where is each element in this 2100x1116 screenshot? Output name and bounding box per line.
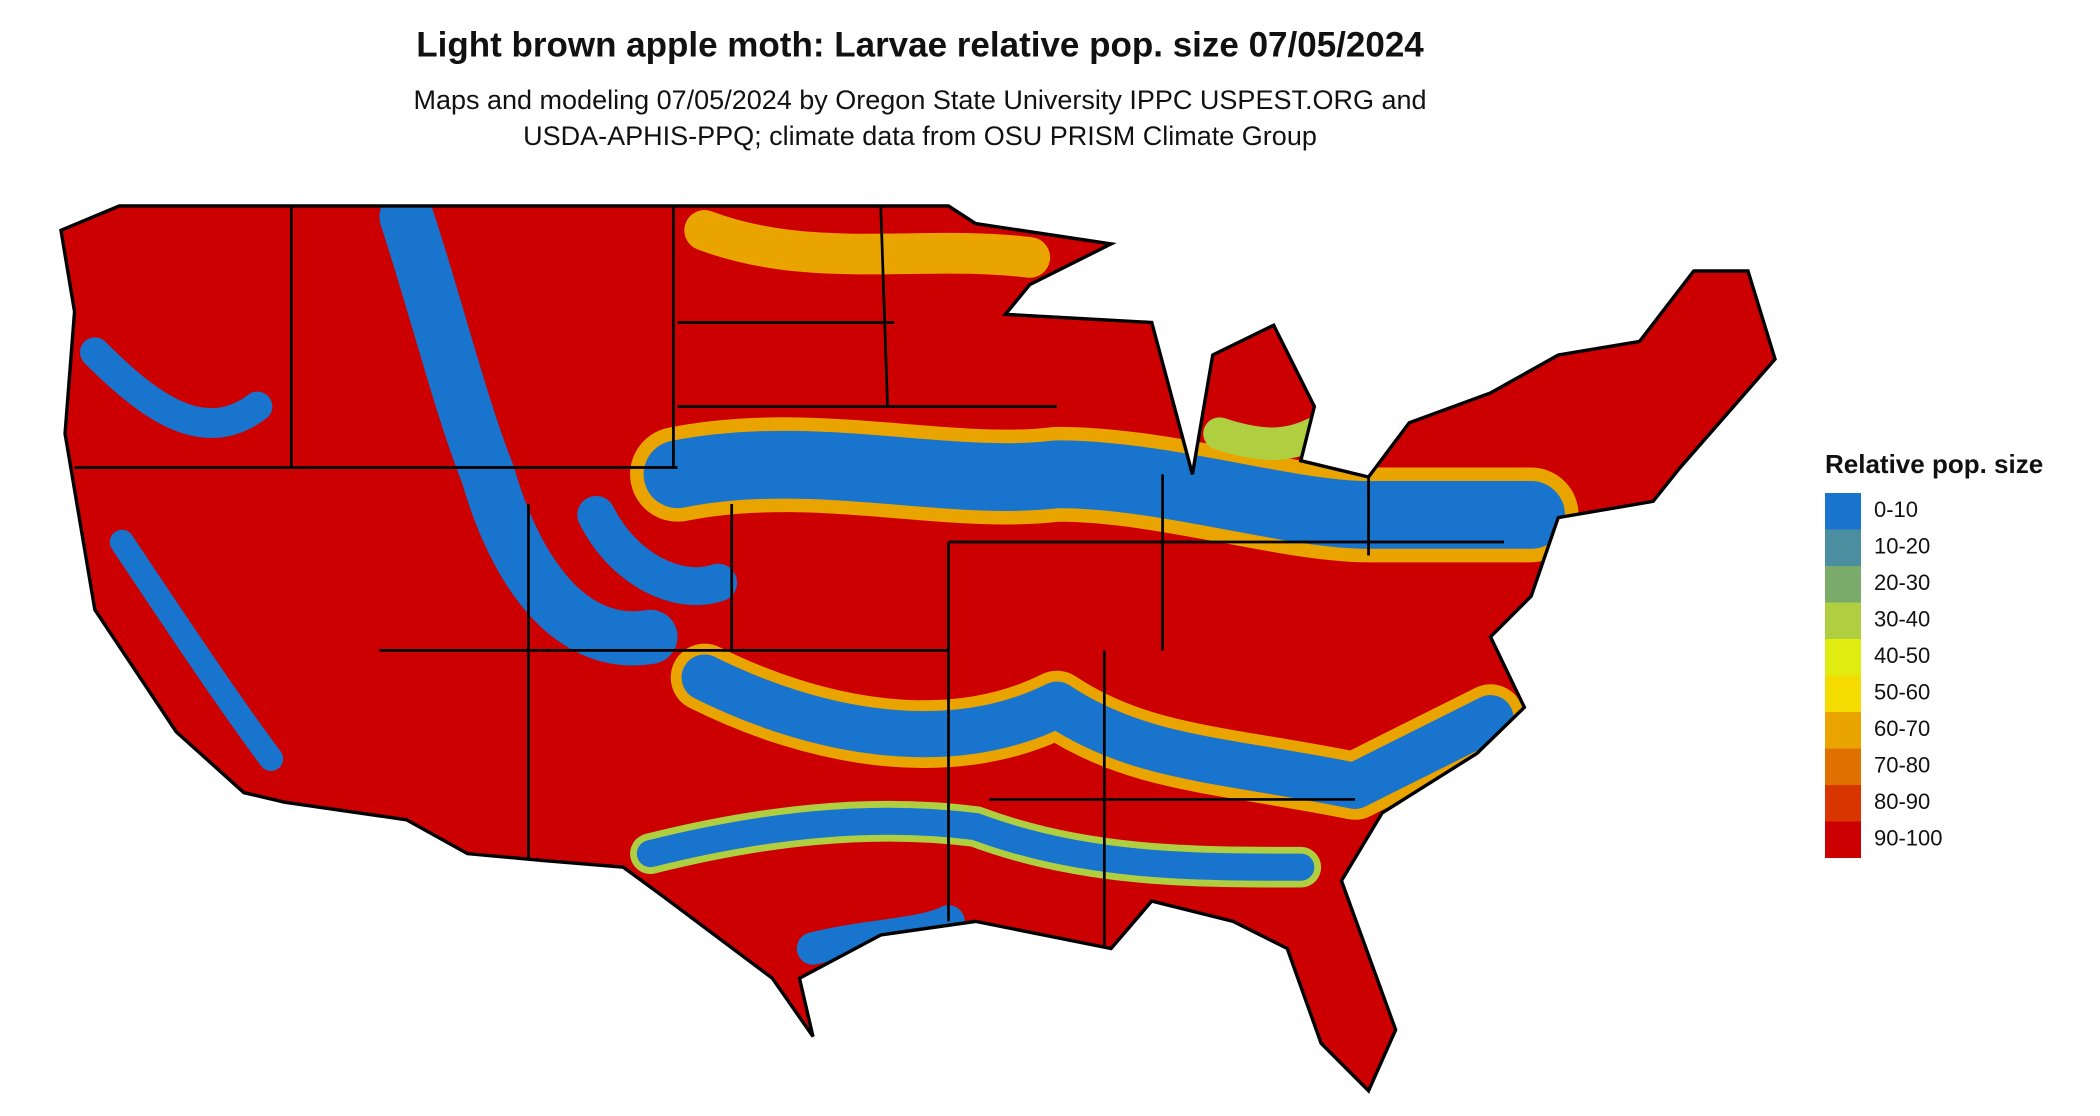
legend: 0-10 10-20 20-30 30-40 40-50 50-60 60-70 70-80 8…	[1825, 493, 1943, 858]
legend-label: 20-30	[1874, 570, 1930, 595]
legend-label: 40-50	[1874, 643, 1930, 668]
legend-label: 80-90	[1874, 789, 1930, 814]
legend-swatch	[1825, 785, 1861, 822]
legend-label: 70-80	[1874, 753, 1930, 778]
map-subtitle: USDA-APHIS-PPQ; climate data from OSU PR…	[523, 121, 1317, 151]
legend-swatch	[1825, 748, 1861, 785]
map-title: Light brown apple moth: Larvae relative …	[416, 25, 1424, 64]
legend-swatch	[1825, 675, 1861, 712]
legend-label: 10-20	[1874, 534, 1930, 559]
legend-swatch	[1825, 639, 1861, 676]
legend-label: 50-60	[1874, 680, 1930, 705]
legend-label: 30-40	[1874, 607, 1930, 632]
legend-swatch	[1825, 602, 1861, 639]
map-subtitle: Maps and modeling 07/05/2024 by Oregon S…	[413, 85, 1426, 115]
legend-label: 0-10	[1874, 497, 1918, 522]
legend-title: Relative pop. size	[1825, 449, 2043, 479]
legend-swatch	[1825, 493, 1861, 530]
legend-swatch	[1825, 712, 1861, 749]
legend-label: 60-70	[1874, 716, 1930, 741]
legend-label: 90-100	[1874, 826, 1943, 851]
us-map	[59, 204, 1777, 1094]
legend-swatch	[1825, 566, 1861, 603]
legend-swatch	[1825, 821, 1861, 858]
legend-swatch	[1825, 529, 1861, 566]
